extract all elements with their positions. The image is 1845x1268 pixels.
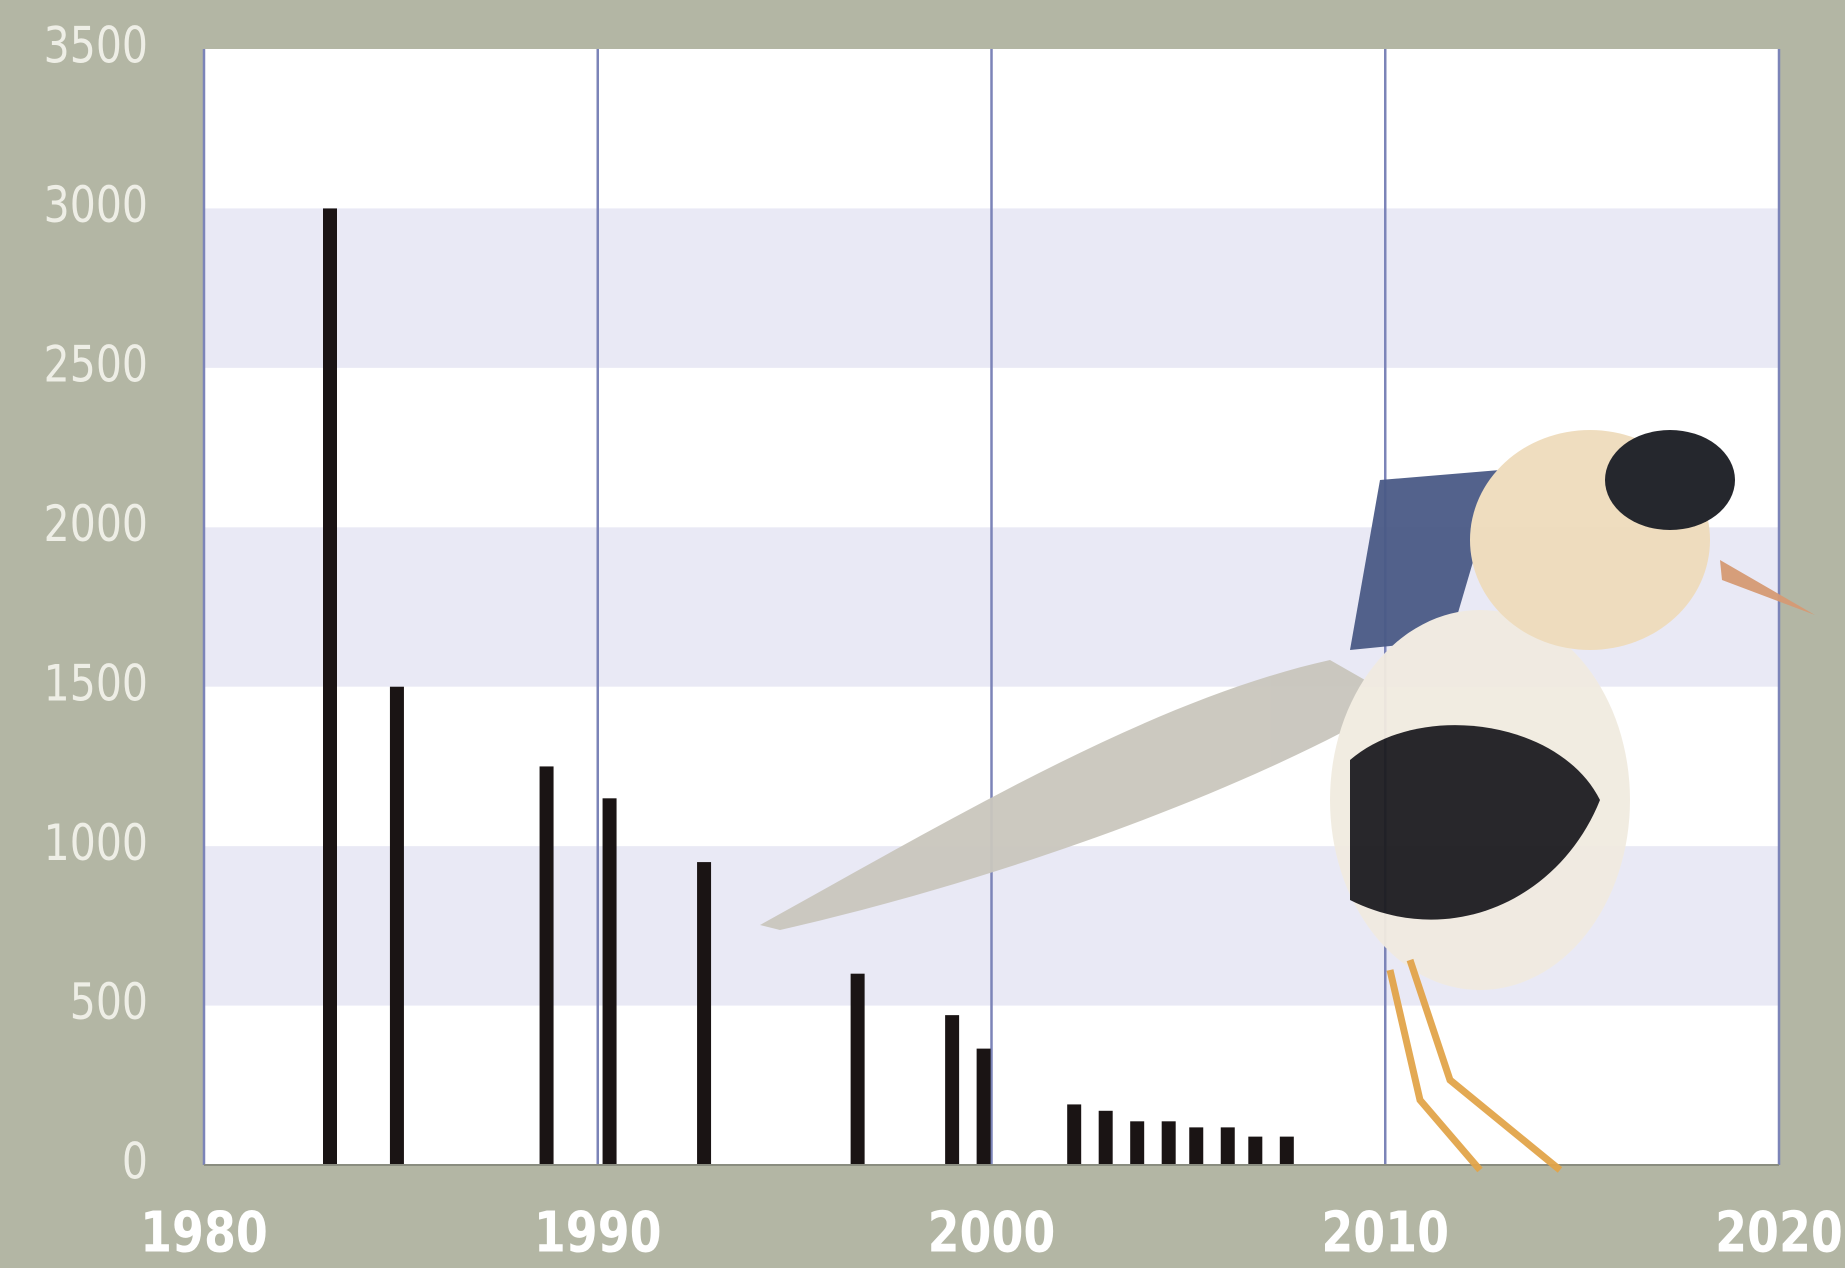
bar <box>1248 1136 1263 1165</box>
bar <box>976 1048 991 1165</box>
bar <box>850 973 865 1165</box>
y-tick-label: 3500 <box>44 17 148 75</box>
bar <box>1161 1121 1176 1165</box>
y-tick-label: 2000 <box>44 495 148 553</box>
bird-illustration <box>760 430 1815 1173</box>
bar <box>697 862 712 1165</box>
bar <box>1067 1104 1082 1165</box>
bar <box>945 1015 960 1165</box>
bar <box>1098 1110 1113 1165</box>
x-tick-label: 1990 <box>534 1200 662 1266</box>
y-tick-label: 3000 <box>44 176 148 234</box>
y-tick-label: 1000 <box>44 814 148 872</box>
x-tick-label: 1980 <box>140 1200 268 1266</box>
y-tick-label: 1500 <box>44 654 148 712</box>
bar <box>1220 1127 1235 1165</box>
bar <box>323 208 337 1165</box>
bar <box>539 766 554 1165</box>
y-tick-label: 0 <box>122 1133 148 1191</box>
bar <box>1189 1127 1204 1165</box>
y-tick-label: 500 <box>70 973 148 1031</box>
x-tick-label: 2020 <box>1715 1200 1843 1266</box>
bar <box>602 798 617 1165</box>
x-tick-label: 2000 <box>928 1200 1056 1266</box>
y-tick-label: 2500 <box>44 336 148 394</box>
bar <box>1130 1121 1145 1165</box>
x-tick-label: 2010 <box>1321 1200 1449 1266</box>
bar <box>389 686 404 1165</box>
bar <box>1279 1136 1294 1165</box>
